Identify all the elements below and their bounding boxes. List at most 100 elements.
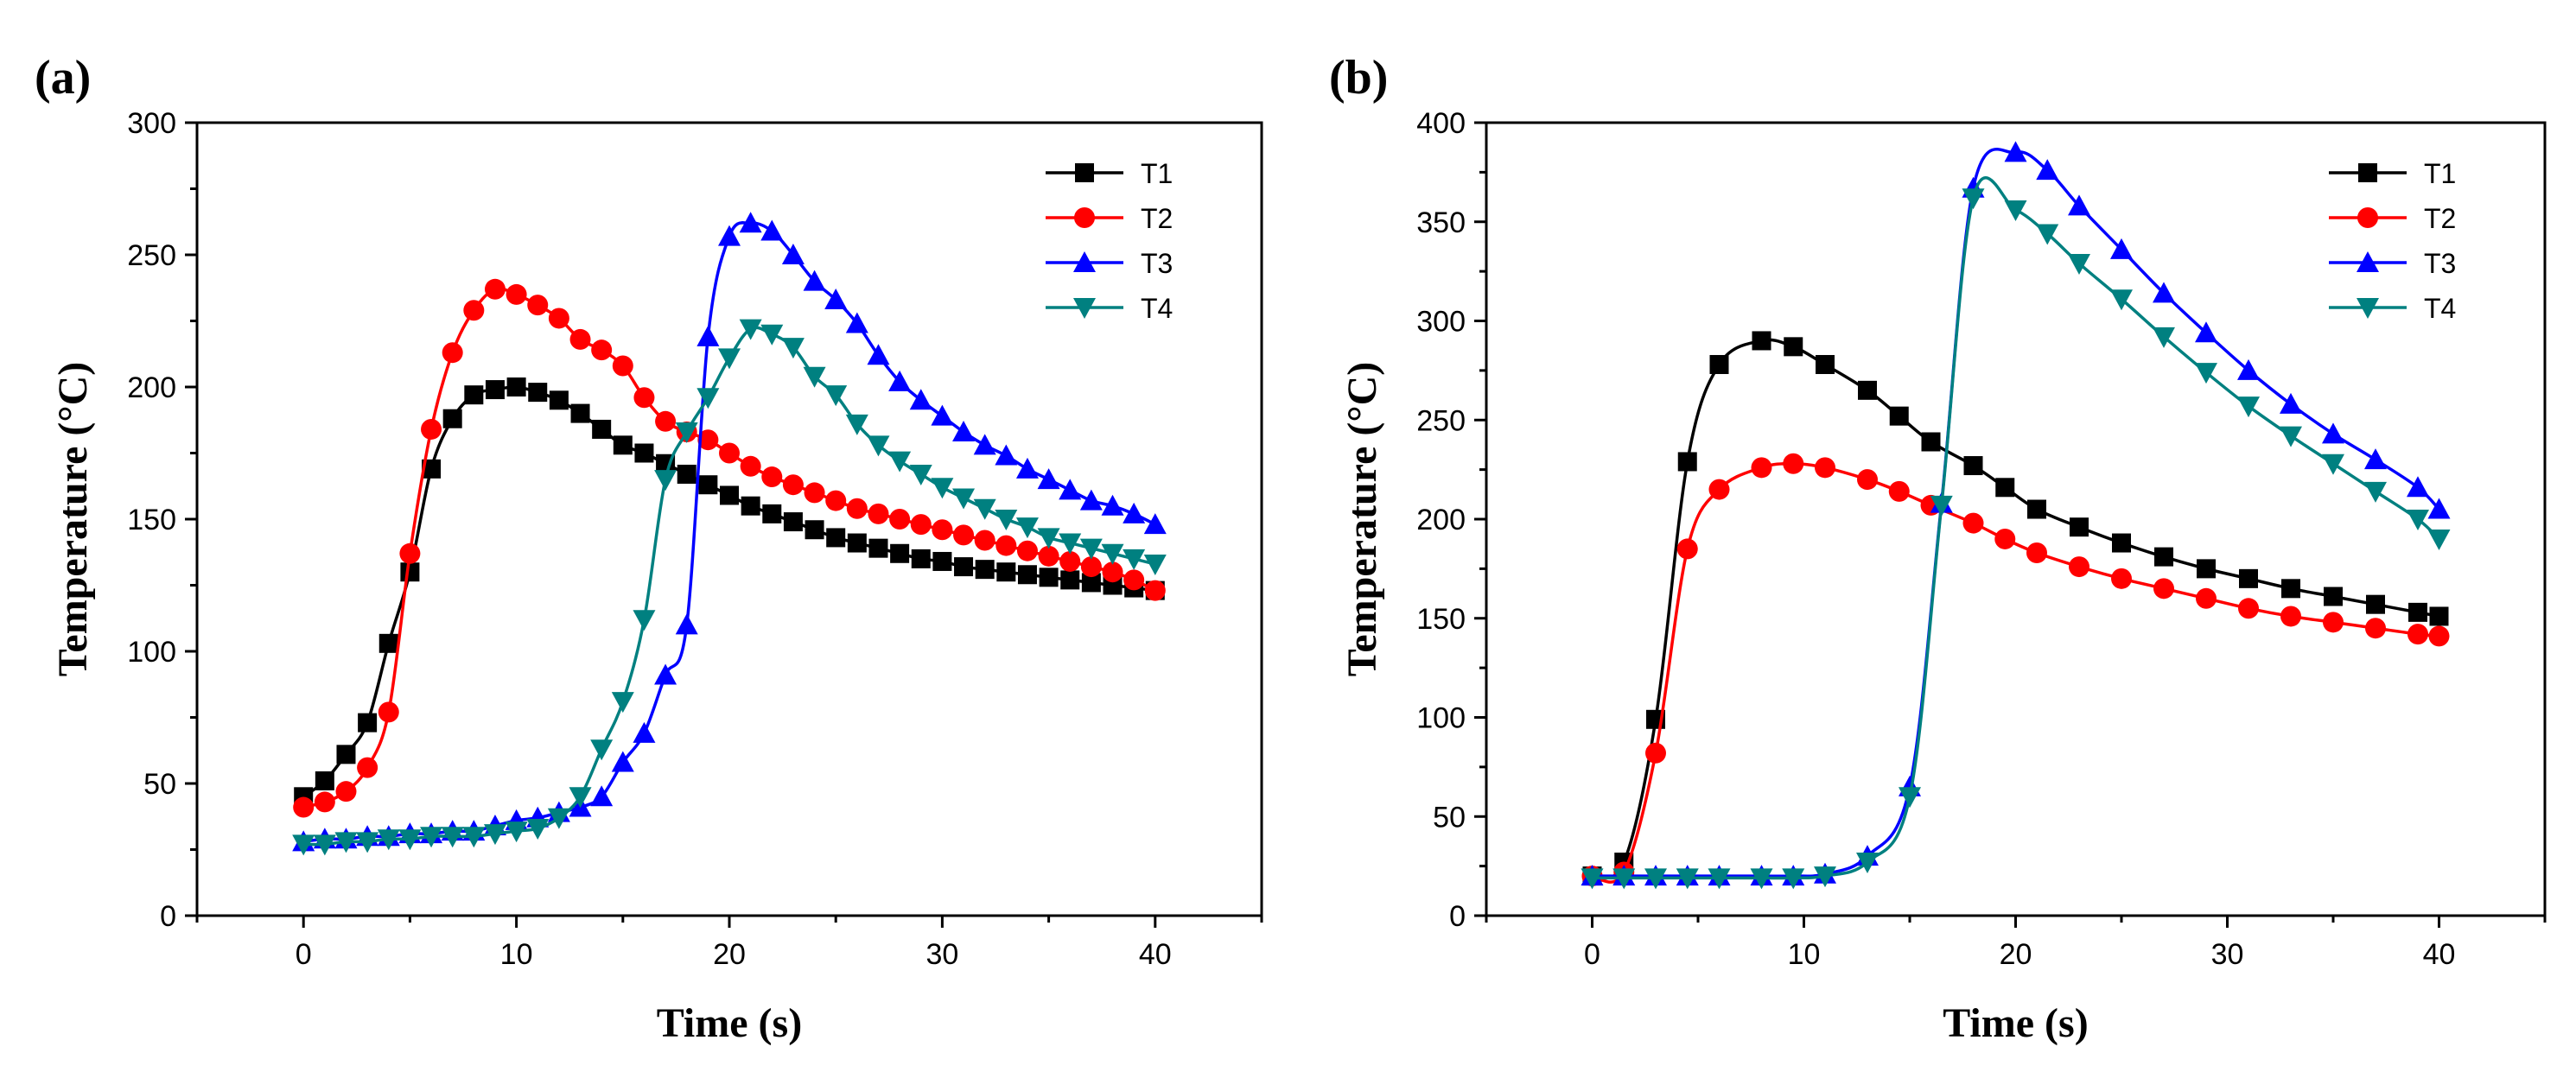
data-point-T3 xyxy=(2036,159,2059,181)
legend-entry-T1: T1 xyxy=(2329,158,2456,189)
data-point-T4 xyxy=(590,739,614,761)
y-tick-label: 0 xyxy=(1449,900,1466,933)
data-point-T4 xyxy=(1676,868,1699,890)
data-point-T2 xyxy=(527,295,549,316)
series-T1 xyxy=(1582,331,2449,886)
data-point-T3 xyxy=(803,270,826,291)
data-point-T3 xyxy=(611,751,634,772)
data-point-T4 xyxy=(1079,538,1103,560)
data-point-T4 xyxy=(1899,787,1921,809)
data-point-T4 xyxy=(1962,188,1985,210)
legend-marker xyxy=(1074,207,1095,228)
panel-label: (b) xyxy=(1329,51,1388,105)
data-point-T4 xyxy=(1856,853,1879,874)
data-point-T4 xyxy=(2153,327,2175,348)
data-point-T1 xyxy=(954,557,974,577)
data-point-T2 xyxy=(697,429,719,451)
series-T2 xyxy=(293,278,1166,818)
data-point-T4 xyxy=(483,824,506,846)
data-point-T4 xyxy=(696,388,720,409)
data-point-T4 xyxy=(824,385,848,407)
data-point-T4 xyxy=(462,827,486,848)
data-point-T3 xyxy=(1015,457,1039,479)
data-point-T3 xyxy=(654,663,677,685)
data-point-T2 xyxy=(932,519,953,541)
data-point-T3 xyxy=(2237,358,2260,380)
data-point-T3 xyxy=(824,289,848,310)
data-point-T1 xyxy=(1060,570,1080,590)
data-point-T4 xyxy=(931,478,954,499)
data-point-T2 xyxy=(995,535,1017,556)
legend-label: T4 xyxy=(2424,293,2456,324)
data-point-T3 xyxy=(973,434,996,455)
series-T4 xyxy=(1581,176,2451,890)
data-point-T4 xyxy=(420,827,443,848)
data-point-T1 xyxy=(1921,432,1941,452)
data-point-T1 xyxy=(890,543,910,563)
data-point-T2 xyxy=(484,278,506,300)
y-tick-label: 350 xyxy=(1416,206,1466,239)
data-point-T2 xyxy=(1815,457,1835,479)
data-point-T2 xyxy=(1144,580,1166,601)
data-point-T1 xyxy=(464,385,484,405)
data-point-T3 xyxy=(2004,141,2027,162)
legend-label: T2 xyxy=(1141,203,1173,234)
data-point-T2 xyxy=(1059,550,1081,572)
data-point-T1 xyxy=(762,504,782,523)
legend-entry-T2: T2 xyxy=(1046,203,1173,234)
data-point-T2 xyxy=(804,482,825,504)
data-point-T2 xyxy=(868,503,889,524)
y-tick-label: 150 xyxy=(1416,603,1466,636)
data-point-T3 xyxy=(739,212,762,233)
data-point-T2 xyxy=(825,490,847,511)
data-point-T4 xyxy=(1612,868,1636,890)
data-point-T3 xyxy=(909,389,932,410)
y-tick-label: 300 xyxy=(1416,306,1466,339)
data-point-T2 xyxy=(2365,618,2386,639)
data-point-T1 xyxy=(741,496,760,516)
data-point-T2 xyxy=(1857,469,1878,491)
data-point-T1 xyxy=(2112,533,2131,553)
legend-entry-T4: T4 xyxy=(1046,293,1173,324)
data-point-T2 xyxy=(1038,545,1059,567)
data-point-T3 xyxy=(2153,282,2175,303)
y-tick-label: 250 xyxy=(127,239,176,272)
data-point-T3 xyxy=(2110,238,2133,259)
legend-marker xyxy=(1075,163,1094,182)
data-point-T2 xyxy=(2323,612,2344,633)
x-tick-label: 20 xyxy=(713,938,746,971)
data-point-T2 xyxy=(2026,542,2047,564)
data-point-T3 xyxy=(952,421,976,442)
data-point-T2 xyxy=(2280,606,2301,627)
x-tick-label: 10 xyxy=(500,938,533,971)
data-point-T3 xyxy=(781,244,805,264)
data-point-T1 xyxy=(2366,594,2385,614)
data-point-T2 xyxy=(1888,480,1910,502)
data-point-T4 xyxy=(1750,868,1773,890)
data-point-T4 xyxy=(867,435,890,457)
x-axis-title: Time (s) xyxy=(1943,1000,2088,1046)
data-point-T4 xyxy=(973,498,996,520)
data-point-T4 xyxy=(1123,549,1146,570)
data-point-T4 xyxy=(888,451,912,473)
series-line-T3 xyxy=(1592,148,2440,879)
data-point-T1 xyxy=(1039,568,1059,587)
data-point-T2 xyxy=(335,781,357,802)
y-tick-label: 50 xyxy=(1433,801,1466,834)
data-point-T3 xyxy=(2322,422,2344,444)
data-point-T1 xyxy=(336,745,356,764)
data-point-T1 xyxy=(826,528,846,548)
data-point-T1 xyxy=(783,512,803,532)
data-point-T2 xyxy=(846,498,868,519)
data-point-T3 xyxy=(931,404,954,426)
data-point-T1 xyxy=(2197,559,2216,579)
data-point-T4 xyxy=(1037,528,1060,549)
data-point-T4 xyxy=(2036,224,2059,245)
data-point-T4 xyxy=(611,692,634,714)
data-point-T2 xyxy=(2428,625,2450,647)
data-point-T1 xyxy=(1709,354,1729,374)
data-point-T3 xyxy=(696,325,720,346)
data-point-T1 xyxy=(2408,602,2427,622)
data-point-T2 xyxy=(953,524,975,546)
series-T2 xyxy=(1581,453,2450,887)
